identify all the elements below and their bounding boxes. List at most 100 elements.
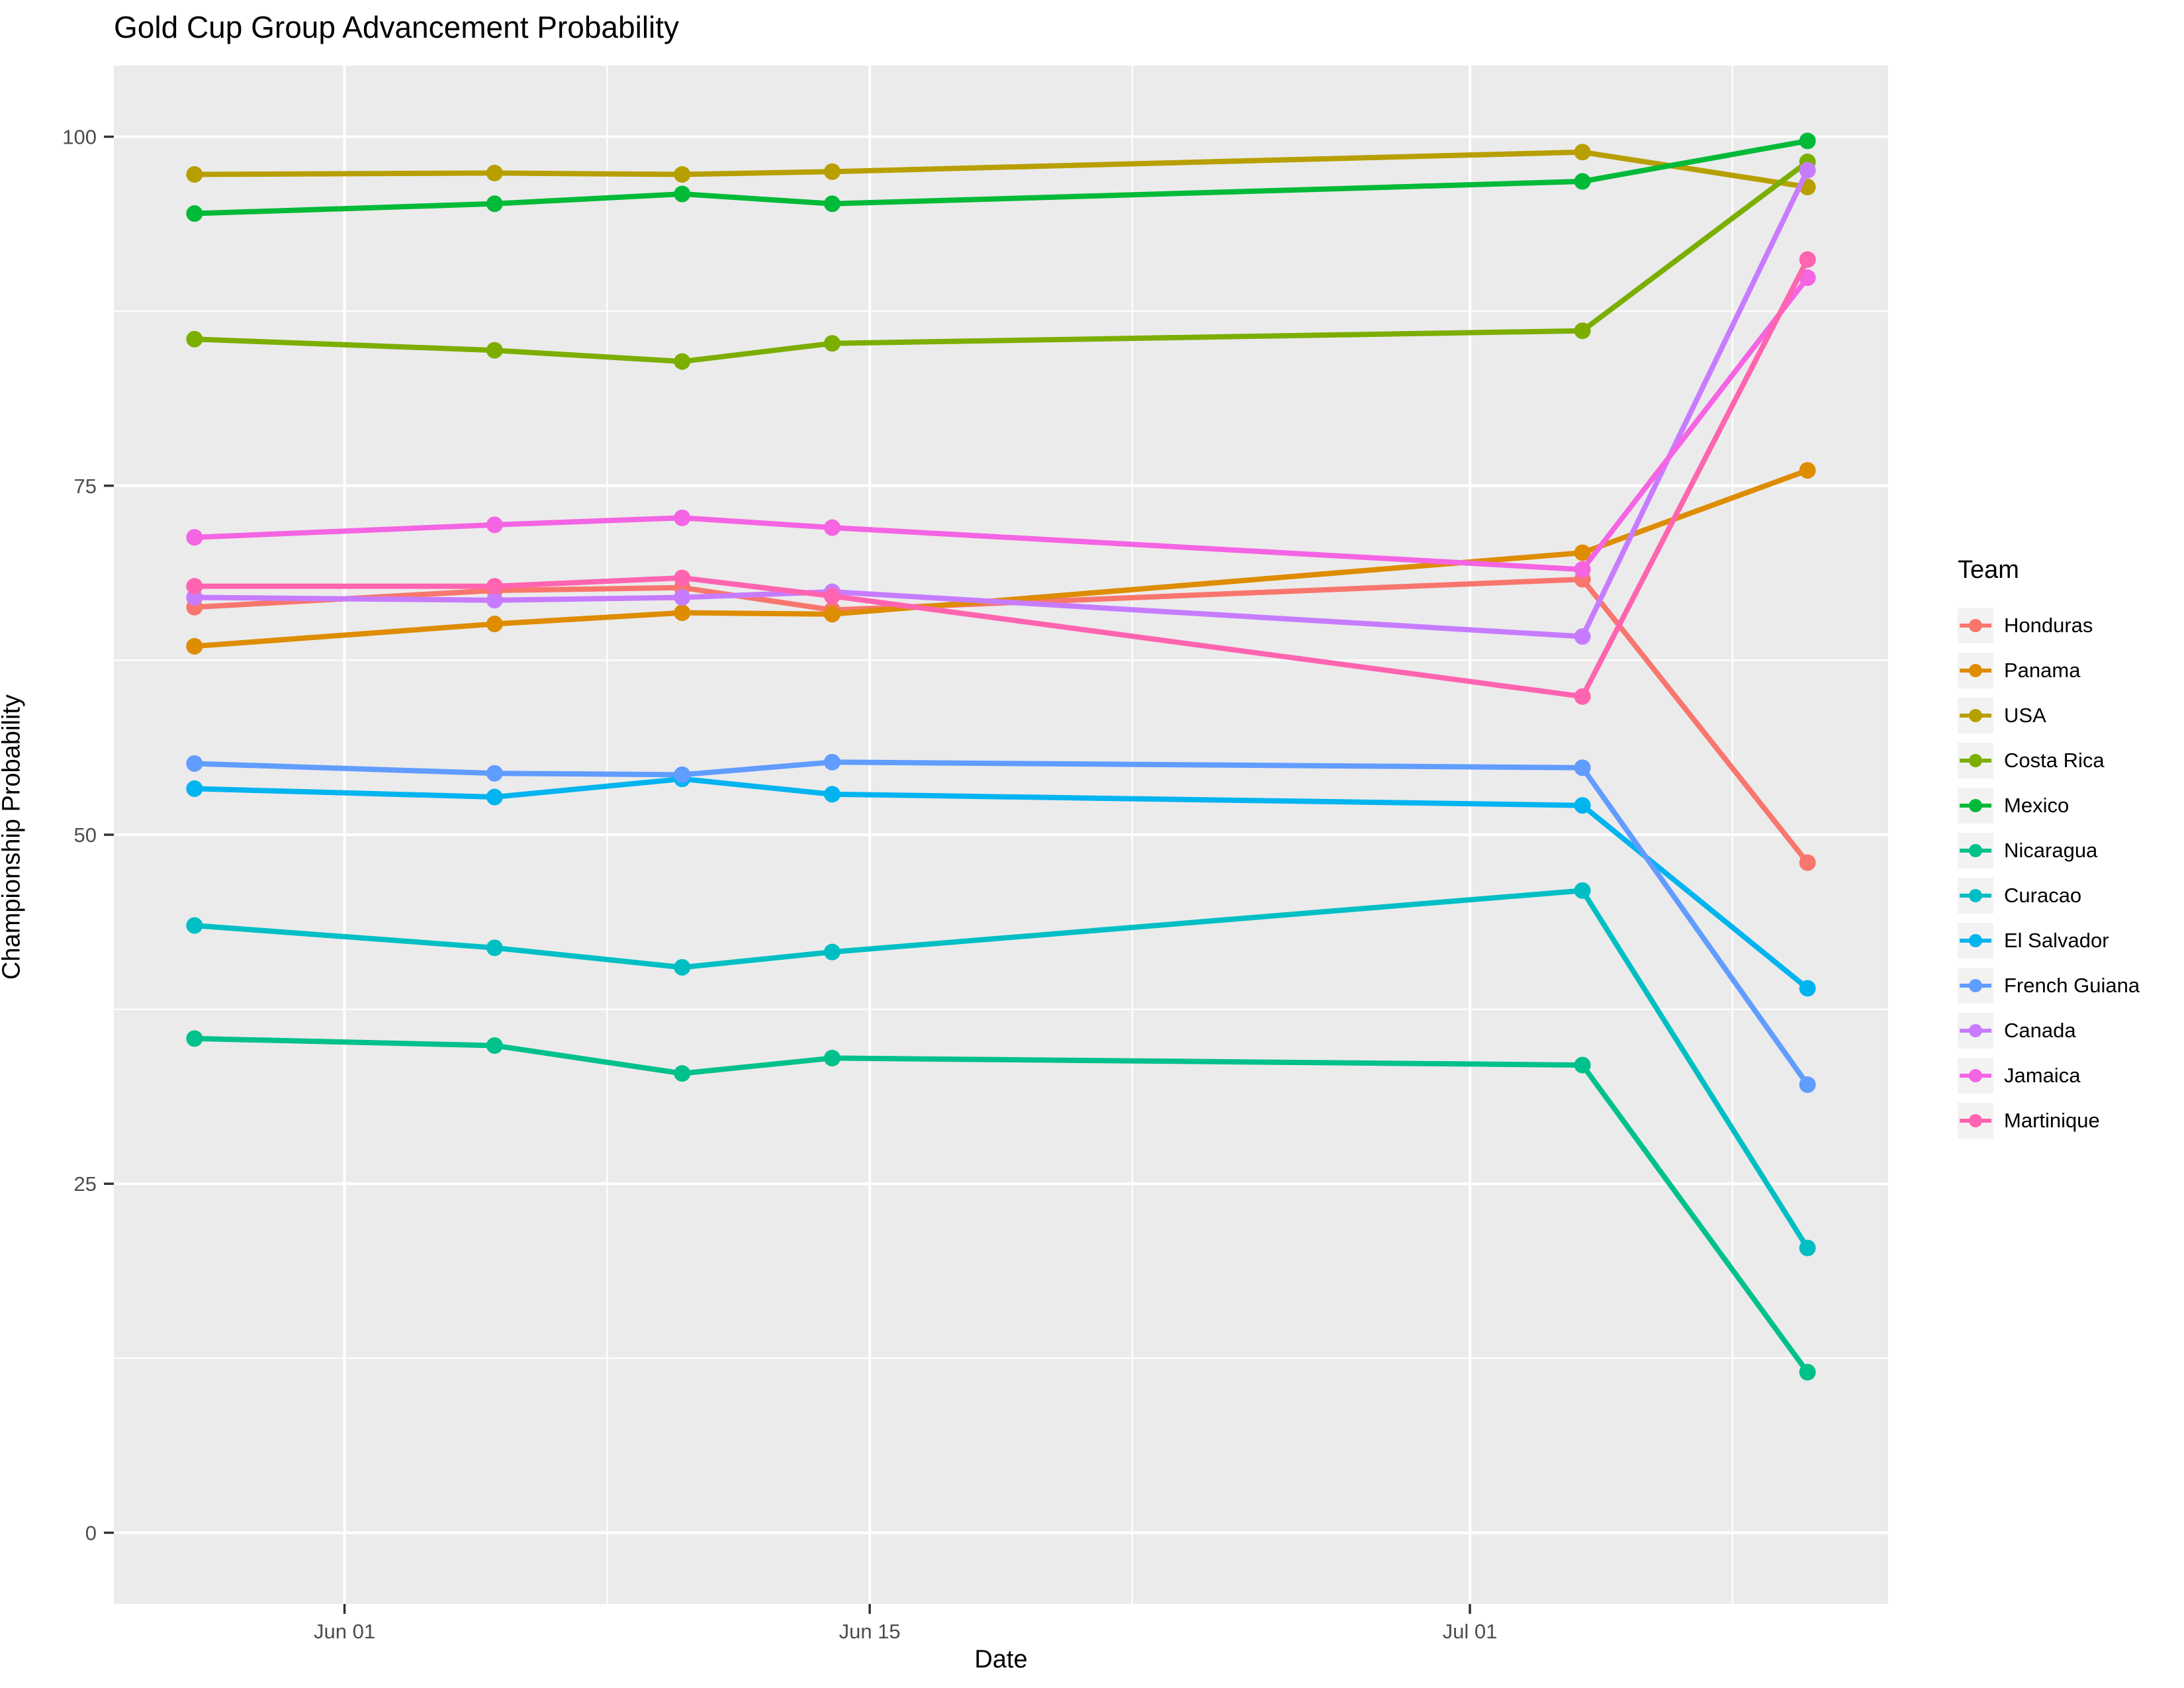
series-line-el-salvador xyxy=(191,776,1811,991)
legend-label: USA xyxy=(2004,704,2046,727)
y-tick-label: 0 xyxy=(85,1521,97,1544)
chart-title: Gold Cup Group Advancement Probability xyxy=(114,10,680,44)
legend-key-swatch xyxy=(1958,653,1993,688)
legend-key-point xyxy=(1969,844,1982,857)
legend-label: El Salvador xyxy=(2004,929,2109,952)
legend-key-swatch xyxy=(1958,923,1993,959)
y-tick-label: 100 xyxy=(62,126,97,149)
x-tick-label: Jun 15 xyxy=(839,1620,901,1643)
data-point-french-guiana xyxy=(486,765,503,782)
data-point-mexico xyxy=(823,195,841,212)
legend-item-nicaragua: Nicaragua xyxy=(1958,828,2140,873)
series-line-panama xyxy=(191,467,1811,649)
legend-key-swatch xyxy=(1958,833,1993,868)
legend-key-swatch xyxy=(1958,698,1993,733)
data-point-martinique xyxy=(186,578,203,595)
y-tick-label: 50 xyxy=(74,823,97,847)
series-line-canada xyxy=(191,167,1811,639)
legend-key-point xyxy=(1969,934,1982,947)
data-point-jamaica xyxy=(1574,561,1591,578)
data-point-curacao xyxy=(486,939,503,957)
legend-key-point xyxy=(1969,754,1982,767)
legend-label: Nicaragua xyxy=(2004,839,2098,862)
series-line-martinique xyxy=(191,257,1811,700)
data-point-french-guiana xyxy=(186,755,203,772)
legend-key-swatch xyxy=(1958,743,1993,778)
x-tick-label: Jul 01 xyxy=(1443,1620,1498,1643)
data-point-costa-rica xyxy=(1574,322,1591,340)
legend-item-usa: USA xyxy=(1958,693,2140,738)
legend-key-swatch xyxy=(1958,1058,1993,1094)
legend-label: Curacao xyxy=(2004,884,2082,907)
legend-label: Panama xyxy=(2004,659,2081,682)
data-point-usa xyxy=(1574,144,1591,161)
legend-key-point xyxy=(1969,799,1982,812)
data-point-panama xyxy=(823,606,841,623)
legend-item-honduras: Honduras xyxy=(1958,603,2140,648)
legend-label: Costa Rica xyxy=(2004,749,2105,772)
data-point-martinique xyxy=(674,569,691,586)
data-point-curacao xyxy=(823,943,841,961)
data-point-panama xyxy=(1574,544,1591,561)
data-point-jamaica xyxy=(674,509,691,526)
data-point-nicaragua xyxy=(186,1030,203,1047)
series-line-costa-rica xyxy=(191,159,1811,365)
data-point-curacao xyxy=(1799,1239,1816,1256)
data-point-honduras xyxy=(1799,854,1816,871)
y-axis-title: Championship Probability xyxy=(0,694,26,980)
data-point-el-salvador xyxy=(1799,980,1816,997)
legend-item-costa-rica: Costa Rica xyxy=(1958,738,2140,783)
x-tick-label: Jun 01 xyxy=(314,1620,375,1643)
legend-key-swatch xyxy=(1958,968,1993,1004)
legend-key-point xyxy=(1969,709,1982,722)
data-point-costa-rica xyxy=(186,330,203,348)
data-point-jamaica xyxy=(1799,269,1816,287)
data-point-nicaragua xyxy=(486,1037,503,1054)
data-point-french-guiana xyxy=(823,753,841,771)
legend-key-swatch xyxy=(1958,1013,1993,1049)
series-line-french-guiana xyxy=(191,759,1811,1088)
data-point-martinique xyxy=(1799,251,1816,268)
data-point-french-guiana xyxy=(674,766,691,783)
data-point-french-guiana xyxy=(1799,1076,1816,1093)
data-point-costa-rica xyxy=(823,335,841,352)
legend-label: Honduras xyxy=(2004,614,2093,637)
data-point-el-salvador xyxy=(486,788,503,806)
series-line-nicaragua xyxy=(191,1035,1811,1375)
legend-label: Martinique xyxy=(2004,1109,2100,1132)
legend-label: French Guiana xyxy=(2004,974,2140,997)
legend-key-swatch xyxy=(1958,878,1993,914)
data-point-usa xyxy=(486,164,503,181)
legend-key-point xyxy=(1969,664,1982,677)
legend-key-swatch xyxy=(1958,608,1993,643)
series-line-jamaica xyxy=(191,275,1811,573)
series-line-mexico xyxy=(191,138,1811,216)
data-point-el-salvador xyxy=(186,780,203,797)
data-point-nicaragua xyxy=(1574,1056,1591,1074)
data-point-el-salvador xyxy=(1574,797,1591,814)
y-tick-label: 75 xyxy=(74,475,97,498)
data-point-panama xyxy=(486,616,503,633)
legend-items: Honduras Panama USA Costa Rica Mexico Nicarag… xyxy=(1958,603,2140,1143)
legend-item-jamaica: Jamaica xyxy=(1958,1053,2140,1098)
data-point-canada xyxy=(1574,628,1591,645)
data-point-martinique xyxy=(823,587,841,604)
data-point-mexico xyxy=(1799,132,1816,150)
data-point-usa xyxy=(186,165,203,183)
data-point-mexico xyxy=(674,185,691,203)
legend-item-panama: Panama xyxy=(1958,648,2140,693)
legend-key-point xyxy=(1969,1024,1982,1037)
legend-key-swatch xyxy=(1958,1103,1993,1139)
data-point-panama xyxy=(186,637,203,655)
data-point-curacao xyxy=(674,959,691,976)
data-point-canada xyxy=(486,592,503,609)
legend-item-french-guiana: French Guiana xyxy=(1958,963,2140,1008)
legend-item-mexico: Mexico xyxy=(1958,783,2140,828)
series-line-curacao xyxy=(191,888,1811,1251)
data-point-nicaragua xyxy=(823,1049,841,1066)
legend: Team Honduras Panama USA Costa Rica Mexico Ni… xyxy=(1958,556,2140,1143)
legend-item-canada: Canada xyxy=(1958,1008,2140,1053)
y-tick-label: 25 xyxy=(74,1172,97,1196)
